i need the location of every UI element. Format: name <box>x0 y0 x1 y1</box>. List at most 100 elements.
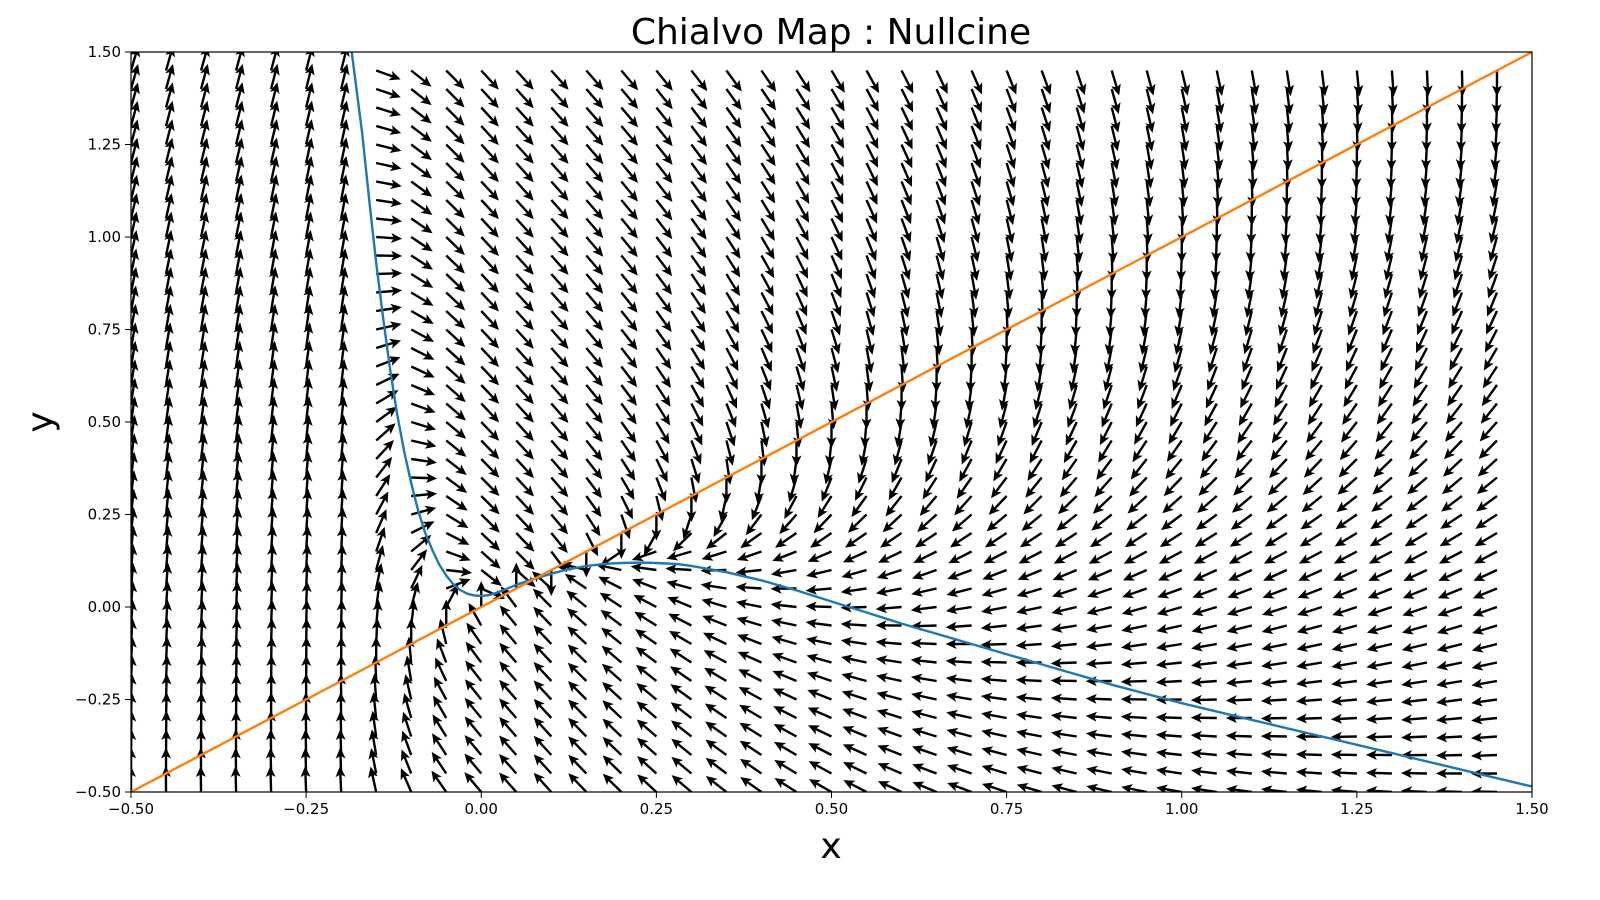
vector-arrow <box>1248 125 1259 152</box>
vector-arrow <box>1369 531 1393 547</box>
vector-arrow <box>1366 642 1393 653</box>
x-tick-label: 0.50 <box>815 800 848 818</box>
vector-arrow <box>1171 384 1183 409</box>
vector-arrow <box>1191 641 1217 652</box>
vector-arrow <box>515 550 535 570</box>
vector-arrow <box>131 267 139 293</box>
vector-arrow <box>231 692 242 719</box>
vector-arrow <box>705 757 728 775</box>
vector-arrow <box>1193 568 1218 581</box>
vector-arrow <box>1345 347 1358 372</box>
vector-arrow <box>468 602 483 627</box>
vector-arrow <box>1190 677 1217 688</box>
vector-arrow <box>860 421 871 448</box>
vector-arrow <box>1070 310 1081 337</box>
vector-arrow <box>1029 439 1043 464</box>
vector-arrow <box>1284 70 1295 97</box>
vector-arrow <box>1313 273 1324 300</box>
vector-arrow <box>445 106 465 126</box>
y-tick-label: 1.50 <box>88 43 121 61</box>
vector-arrow <box>339 82 350 108</box>
vector-arrow <box>1170 402 1183 427</box>
vector-arrow <box>875 655 902 666</box>
vector-arrow <box>774 778 798 792</box>
vector-arrow <box>1333 568 1358 581</box>
vector-arrow <box>1245 236 1256 263</box>
vector-arrow <box>1295 731 1322 742</box>
vector-arrow <box>690 162 707 184</box>
vector-arrow <box>1420 162 1431 189</box>
vector-arrow <box>230 766 241 792</box>
vector-arrow <box>1212 181 1223 208</box>
vector-arrow <box>1226 659 1252 670</box>
vector-arrow <box>550 217 569 238</box>
vector-arrow <box>1486 292 1499 317</box>
vector-arrow <box>465 660 483 682</box>
vector-arrow <box>335 729 346 756</box>
vector-arrow <box>480 291 499 312</box>
vector-arrow <box>1141 255 1152 282</box>
vector-arrow <box>900 88 914 113</box>
vector-arrow <box>1135 402 1148 428</box>
vector-arrow <box>1225 766 1252 777</box>
vector-arrow <box>620 217 638 239</box>
vector-arrow <box>515 421 534 442</box>
vector-arrow <box>301 599 312 626</box>
vector-arrow <box>1243 310 1254 337</box>
vector-arrow <box>131 655 137 682</box>
vector-arrow <box>945 621 972 632</box>
vector-arrow <box>1271 421 1288 444</box>
vector-arrow <box>1037 273 1048 300</box>
vector-arrow <box>1108 199 1119 226</box>
vector-arrow <box>795 69 811 93</box>
vector-arrow <box>1191 605 1218 617</box>
vector-arrow <box>1261 624 1288 635</box>
vector-arrow <box>131 322 139 349</box>
vector-arrow <box>1418 236 1429 263</box>
vector-arrow <box>855 476 868 501</box>
vector-arrow <box>161 673 172 700</box>
vector-arrow <box>1318 70 1329 97</box>
vector-arrow <box>655 254 673 277</box>
vector-arrow <box>568 736 588 756</box>
vector-arrow <box>1365 767 1392 778</box>
vector-arrow <box>1210 255 1221 282</box>
vector-arrow <box>1017 568 1043 581</box>
vector-arrow <box>445 236 465 256</box>
vector-arrow <box>725 347 739 372</box>
vector-arrow <box>1442 476 1463 495</box>
vector-arrow <box>945 639 972 649</box>
vector-arrow <box>620 421 637 444</box>
vector-arrow <box>946 727 972 738</box>
vector-arrow <box>1414 347 1428 372</box>
vector-arrow <box>739 740 763 757</box>
vector-arrow <box>1435 750 1462 761</box>
vector-arrow <box>131 544 138 571</box>
vector-arrow <box>131 82 140 108</box>
vector-arrow <box>410 162 433 179</box>
vector-arrow <box>620 458 636 481</box>
vector-arrow <box>376 268 403 279</box>
vector-arrow <box>515 236 534 257</box>
vector-arrow <box>1190 659 1217 670</box>
vector-arrow <box>1016 764 1042 775</box>
vector-arrow <box>480 254 499 275</box>
vector-arrow <box>1005 162 1016 188</box>
vector-arrow <box>1472 587 1498 599</box>
vector-arrow <box>1261 642 1288 652</box>
vector-arrow <box>131 673 137 700</box>
vector-arrow <box>876 586 902 597</box>
x-tick-label: 0.75 <box>990 800 1023 818</box>
vector-arrow <box>830 69 845 93</box>
vector-arrow <box>1157 587 1183 599</box>
vector-arrow <box>1089 531 1113 548</box>
vector-arrow <box>1155 748 1182 759</box>
vector-arrow <box>131 507 138 534</box>
vector-arrow <box>266 655 277 682</box>
vector-arrow <box>1050 711 1077 722</box>
y-tick-label: 0.00 <box>88 598 121 616</box>
vector-arrow <box>770 567 797 578</box>
vector-arrow <box>1102 384 1113 410</box>
vector-arrow <box>900 218 912 243</box>
vector-arrow <box>795 199 810 223</box>
